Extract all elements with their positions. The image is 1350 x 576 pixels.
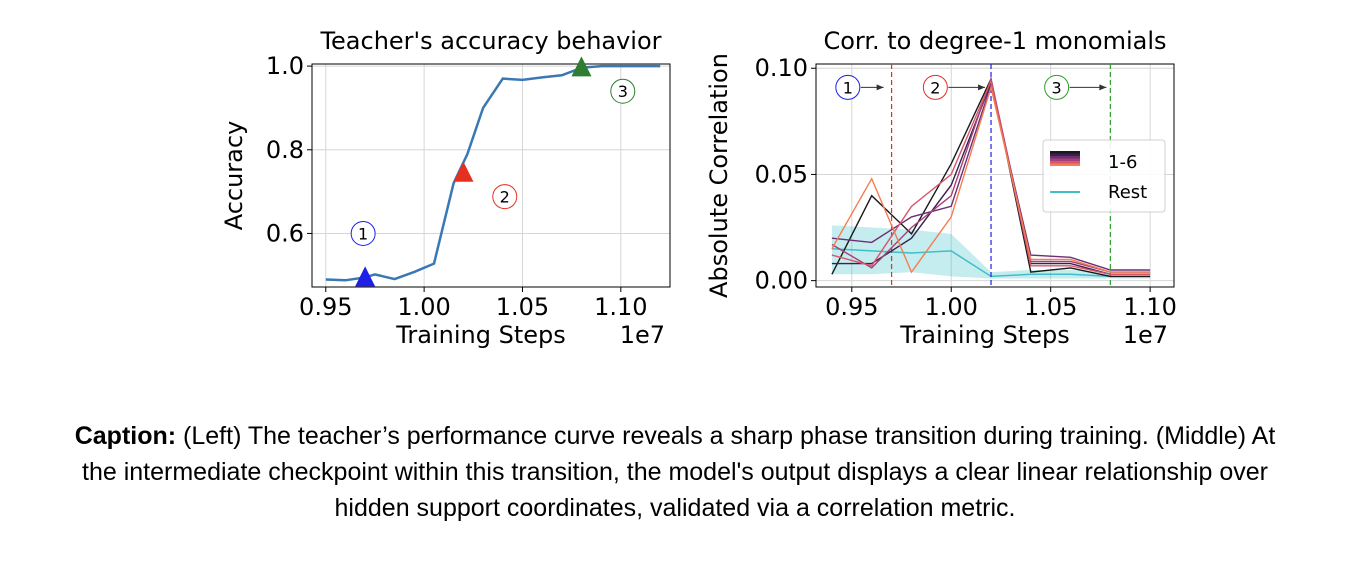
- correlation-chart: 0.95 1.00 1.05 1.10 0.00 0.05 0.10 Corr. to deg…: [705, 27, 1177, 349]
- monomial-line-6: [831, 84, 1151, 274]
- legend: 1-6 Rest: [1042, 139, 1166, 213]
- chart-title: Teacher's accuracy behavior: [319, 27, 661, 55]
- caption-label: Caption:: [74, 422, 177, 450]
- chart-title: Corr. to degree-1 monomials: [823, 27, 1166, 55]
- x-tick-label: 0.95: [299, 293, 352, 321]
- plot-frame: [815, 63, 1175, 288]
- y-tick-label: 0.8: [266, 136, 304, 164]
- annotation-circle: [492, 184, 518, 210]
- annotation-circle: [1044, 74, 1070, 100]
- plot-frame: [311, 63, 671, 288]
- legend-gradient-stripe: [1050, 151, 1080, 154]
- x-offset-label: 1e7: [620, 321, 665, 349]
- legend-swatch-gradient: [1050, 151, 1080, 166]
- caption-text: (Left) The teacher’s performance curve r…: [82, 422, 1276, 522]
- annotation-label: 1: [358, 224, 368, 243]
- x-tick-label: 1.00: [925, 293, 978, 321]
- accuracy-chart: 0.95 1.00 1.05 1.10 0.6 0.8 1.0 Teacher's accur…: [220, 27, 671, 349]
- annotation-circle: [610, 78, 636, 104]
- annotation-label: 2: [500, 188, 510, 207]
- phase-marker-2: [453, 161, 474, 182]
- x-tick-label: 1.10: [1123, 293, 1176, 321]
- annotation-label: 1: [843, 78, 853, 97]
- y-tick-label: 0.05: [755, 160, 808, 188]
- x-axis-label: Training Steps: [899, 321, 1069, 349]
- y-axis-label: Accuracy: [220, 121, 248, 231]
- legend-label: Rest: [1108, 182, 1147, 203]
- x-tick-label: 1.05: [1024, 293, 1077, 321]
- annotation-label: 2: [930, 78, 940, 97]
- phase-marker-1: [355, 266, 376, 287]
- y-axis-label: Absolute Correlation: [705, 53, 733, 298]
- annotation-arrowhead: [1099, 84, 1107, 91]
- x-tick-label: 0.95: [825, 293, 878, 321]
- annotation-arrowhead: [978, 84, 986, 91]
- phase-marker-3: [571, 56, 592, 77]
- x-axis-label: Training Steps: [395, 321, 565, 349]
- annotation-label: 3: [1052, 78, 1062, 97]
- annotation-circle: [922, 74, 948, 100]
- x-tick-label: 1.00: [397, 293, 450, 321]
- annotation-label: 3: [618, 82, 628, 101]
- figure: 0.95 1.00 1.05 1.10 0.6 0.8 1.0 Teacher's accur…: [220, 27, 1177, 349]
- legend-gradient-stripe: [1050, 161, 1080, 164]
- y-tick-label: 1.0: [266, 52, 304, 80]
- monomial-line-5: [831, 78, 1151, 275]
- annotation-circle: [835, 74, 861, 100]
- x-tick-label: 1.05: [496, 293, 549, 321]
- annotation-circle: [350, 220, 376, 246]
- annotation-arrowhead: [876, 84, 884, 91]
- legend-gradient-stripe: [1050, 158, 1080, 161]
- x-offset-label: 1e7: [1123, 321, 1168, 349]
- y-tick-label: 0.6: [266, 219, 304, 247]
- y-tick-label: 0.00: [755, 267, 808, 295]
- accuracy-line: [325, 64, 661, 282]
- figure-caption: Caption: (Left) The teacher’s performanc…: [60, 418, 1290, 526]
- legend-gradient-stripe: [1050, 153, 1080, 156]
- legend-gradient-stripe: [1050, 163, 1080, 166]
- legend-gradient-stripe: [1050, 156, 1080, 159]
- legend-label: 1-6: [1108, 152, 1137, 173]
- x-tick-label: 1.10: [594, 293, 647, 321]
- y-tick-label: 0.10: [755, 54, 808, 82]
